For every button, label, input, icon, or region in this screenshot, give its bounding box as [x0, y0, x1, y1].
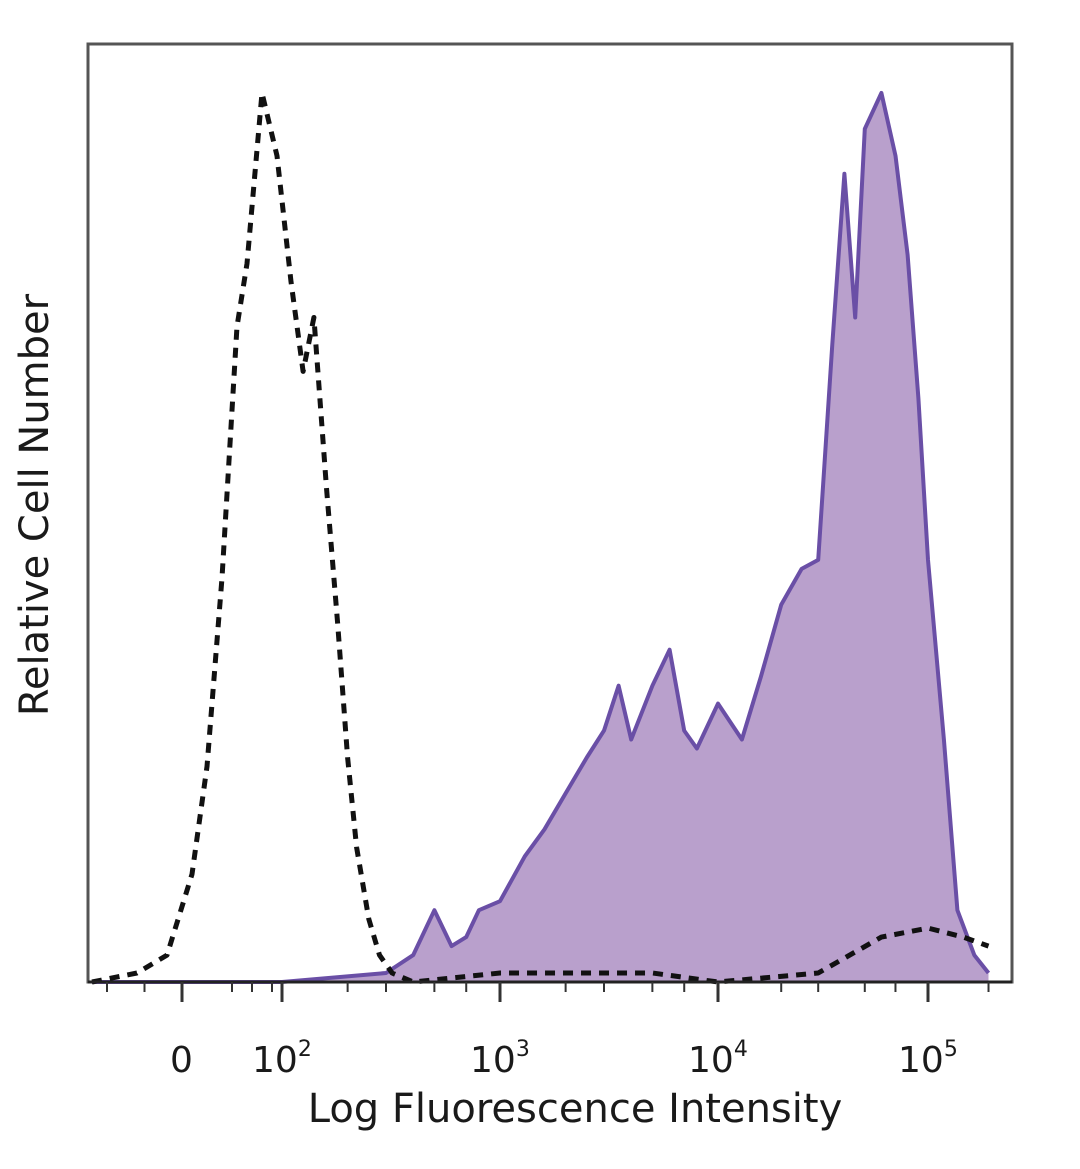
y-axis-title: Relative Cell Number [12, 293, 58, 717]
x-tick-label: 0 [170, 1040, 193, 1081]
x-tick-label: 102 [252, 1037, 312, 1081]
x-axis-title: Log Fluorescence Intensity [307, 1086, 843, 1132]
x-tick-label: 105 [898, 1037, 958, 1081]
x-axis: 0 102 103 104 105 [106, 982, 990, 1081]
y-axis-title-wrapper: Relative Cell Number [12, 0, 72, 1005]
series-layer [88, 90, 1012, 985]
series-1-area [92, 93, 989, 982]
x-tick-label: 104 [688, 1037, 748, 1081]
x-tick-label: 103 [470, 1037, 530, 1081]
series-0-line [91, 90, 990, 985]
series-1-line [92, 91, 991, 984]
